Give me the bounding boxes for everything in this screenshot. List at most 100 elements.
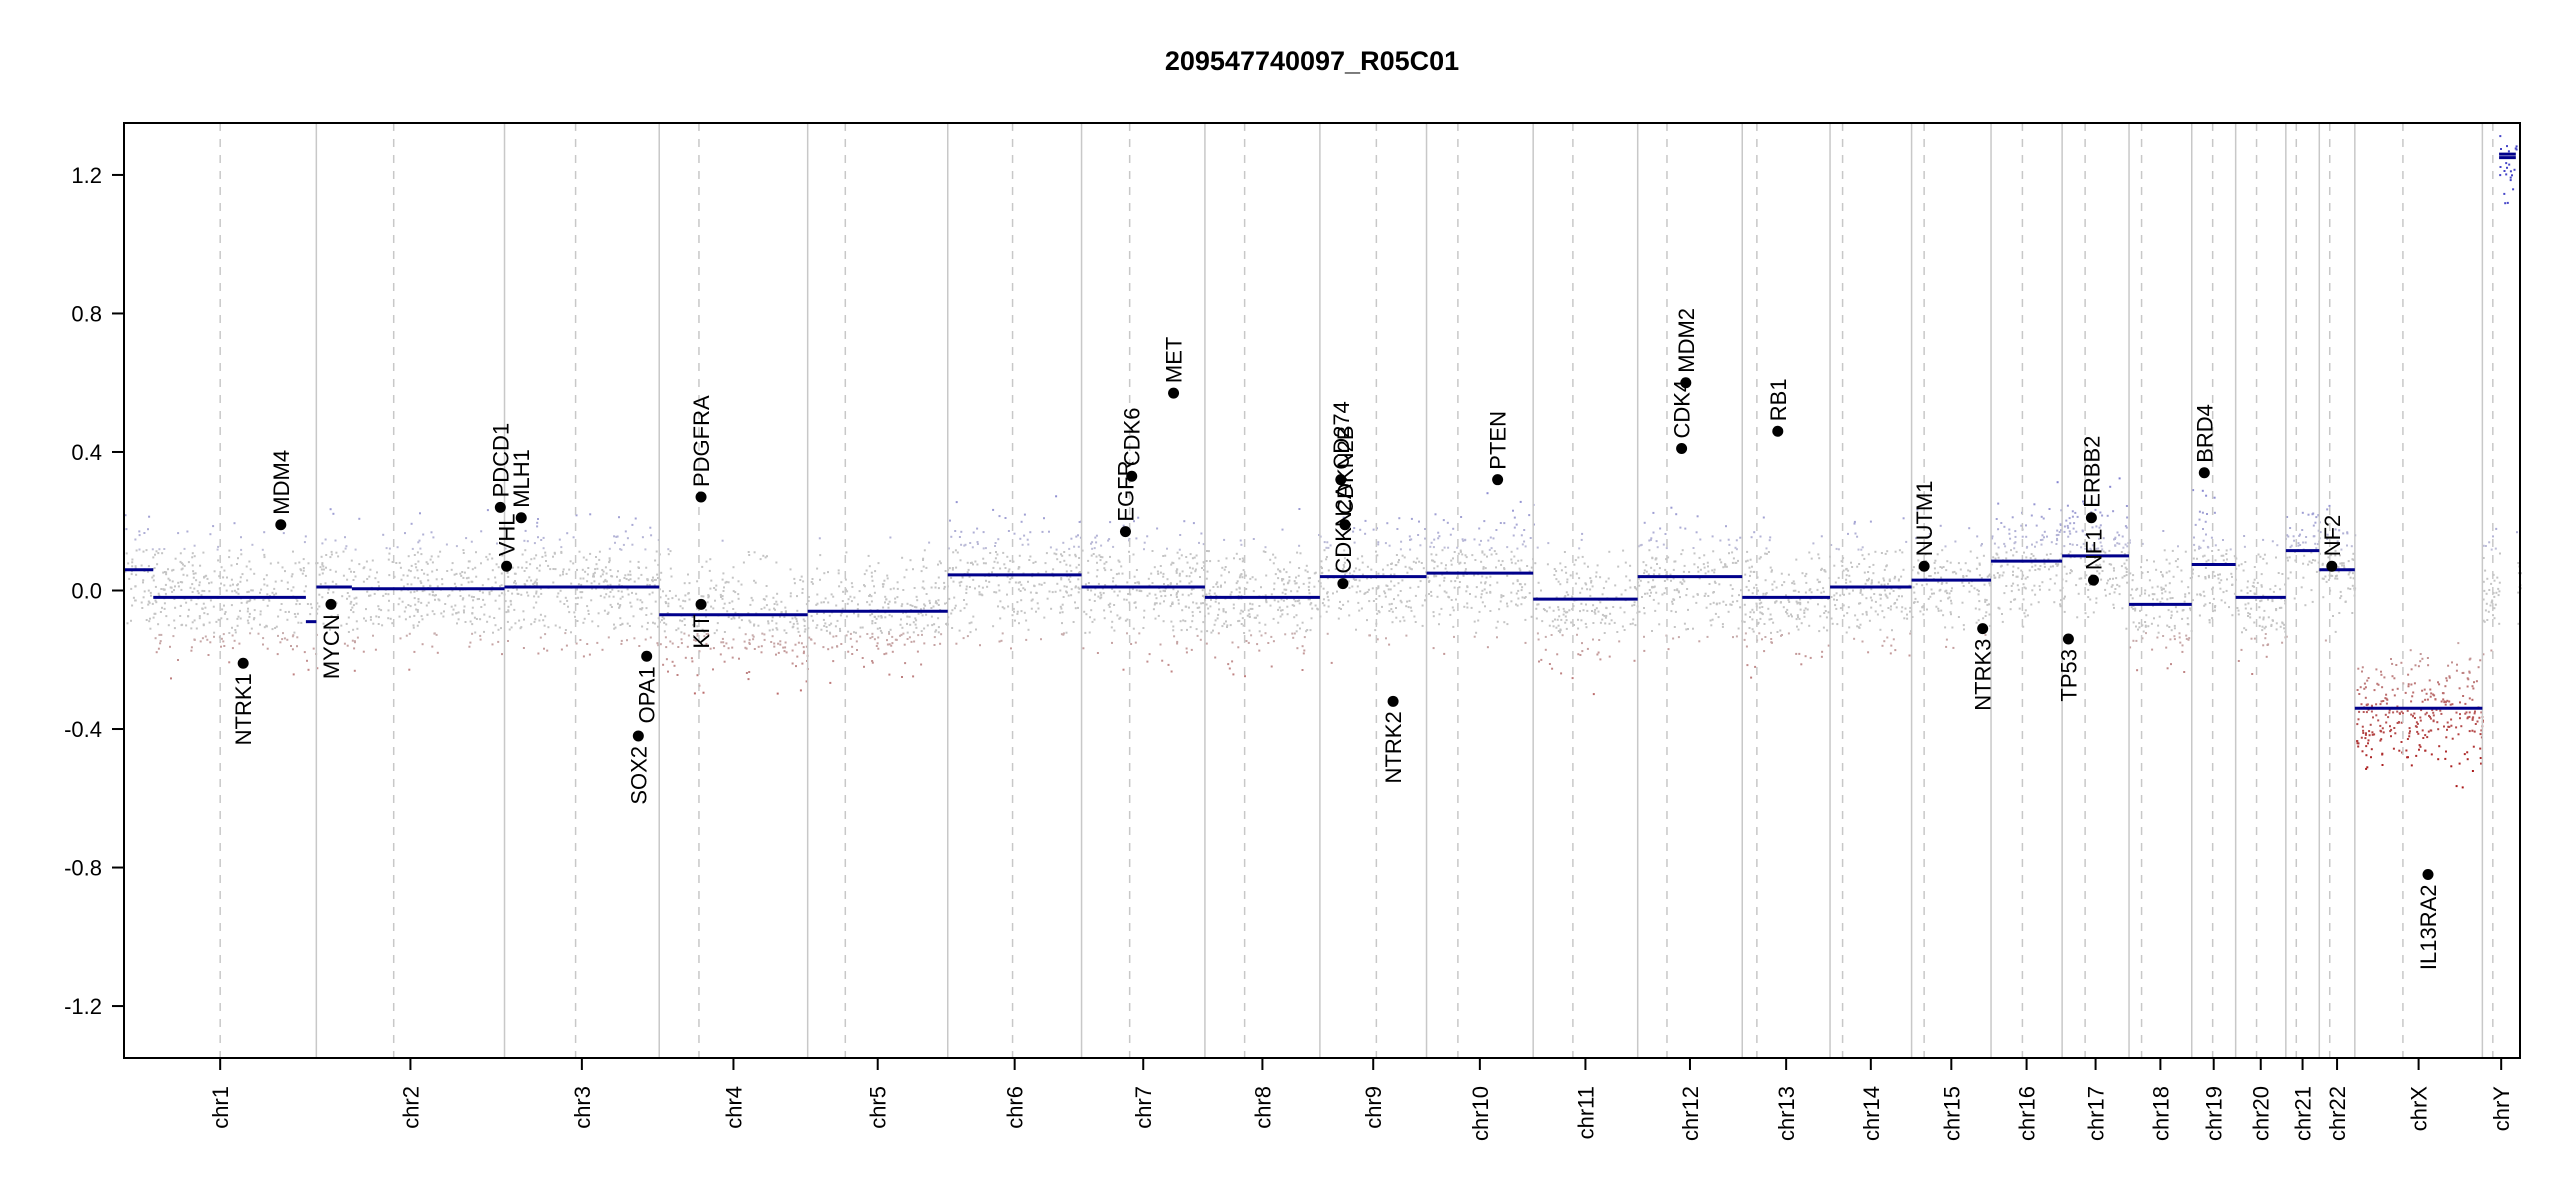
probe-point <box>1555 570 1558 573</box>
probe-point <box>1804 575 1807 578</box>
probe-point <box>732 616 735 619</box>
probe-point <box>1503 522 1506 525</box>
probe-point <box>771 619 774 622</box>
probe-point <box>959 559 962 562</box>
probe-point <box>1198 606 1201 609</box>
probe-point <box>1651 630 1653 632</box>
probe-point <box>533 581 536 584</box>
probe-point <box>2437 681 2439 684</box>
probe-point <box>2168 582 2171 585</box>
probe-point <box>1751 565 1753 568</box>
probe-point <box>2256 581 2259 584</box>
probe-point <box>1304 569 1307 572</box>
probe-point <box>444 603 447 605</box>
probe-point <box>594 568 597 571</box>
probe-point <box>1225 620 1227 623</box>
probe-point <box>2240 589 2243 592</box>
probe-point <box>1481 589 1484 592</box>
probe-point <box>2056 564 2059 567</box>
probe-point <box>2170 663 2172 666</box>
probe-point <box>374 577 377 580</box>
probe-point <box>1018 581 1021 584</box>
probe-point <box>1962 624 1965 627</box>
probe-point <box>1523 529 1526 531</box>
probe-point <box>604 566 607 569</box>
probe-point <box>870 575 873 578</box>
probe-point <box>1585 626 1588 629</box>
probe-point <box>2118 593 2121 596</box>
probe-point <box>1198 541 1200 544</box>
probe-point <box>2410 683 2413 686</box>
probe-point <box>752 635 755 638</box>
probe-point <box>263 578 266 581</box>
probe-point <box>523 539 526 542</box>
probe-point <box>1320 560 1323 563</box>
probe-point <box>662 590 664 593</box>
probe-point <box>275 592 278 595</box>
probe-point <box>154 599 157 602</box>
probe-point <box>1385 584 1388 587</box>
probe-point <box>677 627 680 630</box>
probe-point <box>2186 617 2189 620</box>
probe-point <box>1264 623 1267 626</box>
probe-point <box>775 627 778 630</box>
probe-point <box>823 572 826 575</box>
probe-point <box>1376 612 1379 615</box>
probe-point <box>871 661 874 664</box>
probe-point <box>1360 607 1363 610</box>
probe-point <box>2446 721 2449 724</box>
probe-point <box>889 588 892 591</box>
probe-point <box>1209 560 1212 563</box>
probe-point <box>779 640 782 643</box>
probe-point <box>257 632 260 635</box>
probe-point <box>886 639 888 642</box>
probe-point <box>851 645 854 648</box>
probe-point <box>2055 563 2058 565</box>
probe-point <box>900 633 903 636</box>
probe-point <box>1867 553 1870 556</box>
probe-point <box>671 660 674 663</box>
probe-point <box>1126 632 1128 635</box>
probe-point <box>1298 599 1301 602</box>
probe-point <box>1060 577 1063 579</box>
probe-point <box>1823 612 1826 614</box>
probe-point <box>320 555 323 558</box>
probe-point <box>1074 553 1077 556</box>
probe-point <box>1216 581 1219 584</box>
probe-point <box>346 578 349 581</box>
probe-point <box>316 608 319 611</box>
probe-point <box>2043 536 2045 539</box>
probe-point <box>2482 653 2485 656</box>
probe-point <box>534 618 537 621</box>
probe-point <box>457 618 460 621</box>
probe-point <box>2102 537 2105 540</box>
probe-point <box>1556 653 1559 656</box>
probe-point <box>2087 588 2090 591</box>
probe-point <box>2253 585 2256 588</box>
probe-point <box>582 655 585 658</box>
probe-point <box>1249 607 1252 610</box>
probe-point <box>1860 548 1863 551</box>
probe-point <box>2188 592 2191 595</box>
probe-point <box>2240 648 2243 651</box>
probe-point <box>829 631 831 634</box>
probe-point <box>618 583 621 586</box>
probe-point <box>1989 584 1992 587</box>
probe-point <box>1951 587 1953 590</box>
probe-point <box>1977 619 1980 622</box>
probe-point <box>279 641 282 644</box>
probe-point <box>1240 594 1243 597</box>
probe-point <box>2281 622 2284 625</box>
probe-point <box>435 568 438 571</box>
probe-point <box>1845 631 1848 634</box>
probe-point <box>707 634 710 637</box>
probe-point <box>882 585 885 588</box>
probe-point <box>1207 550 1210 553</box>
probe-point <box>614 541 616 544</box>
probe-point <box>1670 506 1673 509</box>
probe-point <box>2375 668 2378 671</box>
probe-point <box>1760 601 1763 604</box>
probe-point <box>1294 582 1297 585</box>
probe-point <box>2426 698 2429 701</box>
probe-point <box>674 594 677 597</box>
